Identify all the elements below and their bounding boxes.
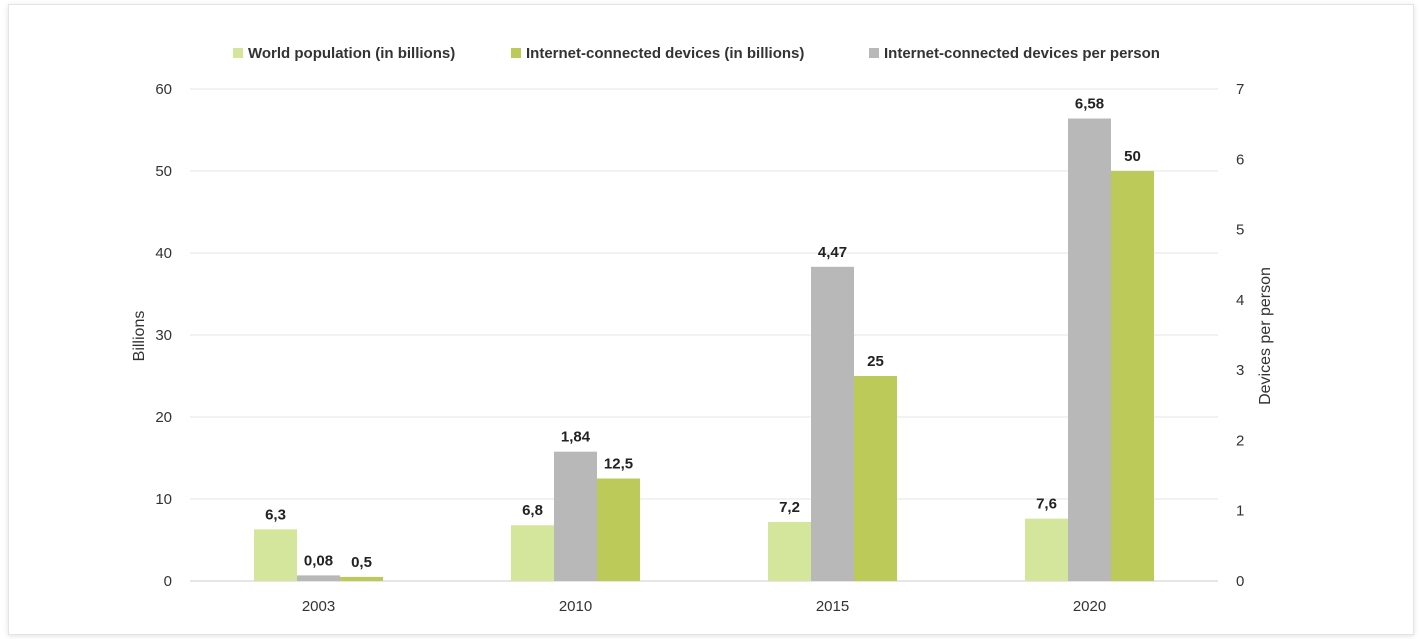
bar (854, 376, 897, 581)
data-label: 1,84 (561, 429, 591, 446)
data-label: 0,5 (351, 554, 372, 571)
y2-tick-label: 2 (1236, 432, 1244, 449)
y2-axis-ticks: 0 1 2 3 4 5 6 7 (1236, 81, 1244, 590)
legend-swatch (233, 48, 243, 58)
bar (297, 575, 340, 581)
legend-label: Internet-connected devices (in billions) (526, 45, 804, 62)
y-tick-label: 50 (155, 163, 172, 180)
y2-tick-label: 7 (1236, 81, 1244, 98)
bar (254, 529, 297, 581)
bar (811, 266, 854, 581)
data-label: 0,08 (304, 552, 333, 569)
data-label: 7,2 (779, 499, 800, 516)
data-labels: 6,3 0,08 0,5 6,8 1,84 12,5 7,2 4,47 25 7,6 6,58 50 (265, 96, 1141, 571)
y-tick-label: 60 (155, 81, 172, 98)
data-label: 6,58 (1075, 96, 1104, 113)
gridlines (190, 88, 1218, 582)
y-tick-label: 0 (164, 573, 172, 590)
legend-swatch (869, 48, 879, 58)
y-tick-label: 10 (155, 491, 172, 508)
bar (340, 576, 383, 581)
y2-tick-label: 4 (1236, 292, 1244, 309)
data-label: 25 (867, 353, 884, 370)
data-label: 6,3 (265, 506, 286, 523)
bar (1025, 518, 1068, 581)
x-tick-label: 2010 (559, 598, 592, 615)
y-tick-label: 20 (155, 409, 172, 426)
data-label: 4,47 (818, 244, 847, 261)
data-label: 50 (1124, 148, 1141, 165)
bar (1111, 171, 1154, 581)
y2-tick-label: 1 (1236, 503, 1244, 520)
x-axis-ticks: 2003 2010 2015 2020 (302, 598, 1106, 615)
x-tick-label: 2020 (1073, 598, 1106, 615)
y2-tick-label: 3 (1236, 362, 1244, 379)
x-tick-label: 2003 (302, 598, 335, 615)
bar (511, 525, 554, 581)
data-label: 6,8 (522, 502, 543, 519)
bar (597, 478, 640, 581)
bar (768, 521, 811, 581)
bar (1068, 118, 1111, 582)
legend-label: World population (in billions) (248, 45, 455, 62)
y2-tick-label: 5 (1236, 222, 1244, 239)
y2-axis-title: Devices per person (1257, 267, 1274, 405)
y2-tick-label: 6 (1236, 151, 1244, 168)
legend-label: Internet-connected devices per person (884, 45, 1160, 62)
y-axis-ticks: 0 10 20 30 40 50 60 (155, 81, 172, 590)
chart-frame (8, 4, 1414, 635)
bars (254, 118, 1154, 582)
legend-swatch (511, 48, 521, 58)
y2-tick-label: 0 (1236, 573, 1244, 590)
legend: World population (in billions) Internet-c… (233, 45, 1160, 62)
x-tick-label: 2015 (816, 598, 849, 615)
y-axis-title: Billions (131, 311, 148, 362)
data-label: 12,5 (604, 456, 633, 473)
bar (554, 451, 597, 581)
y-tick-label: 40 (155, 245, 172, 262)
data-label: 7,6 (1036, 496, 1057, 513)
y-tick-label: 30 (155, 327, 172, 344)
